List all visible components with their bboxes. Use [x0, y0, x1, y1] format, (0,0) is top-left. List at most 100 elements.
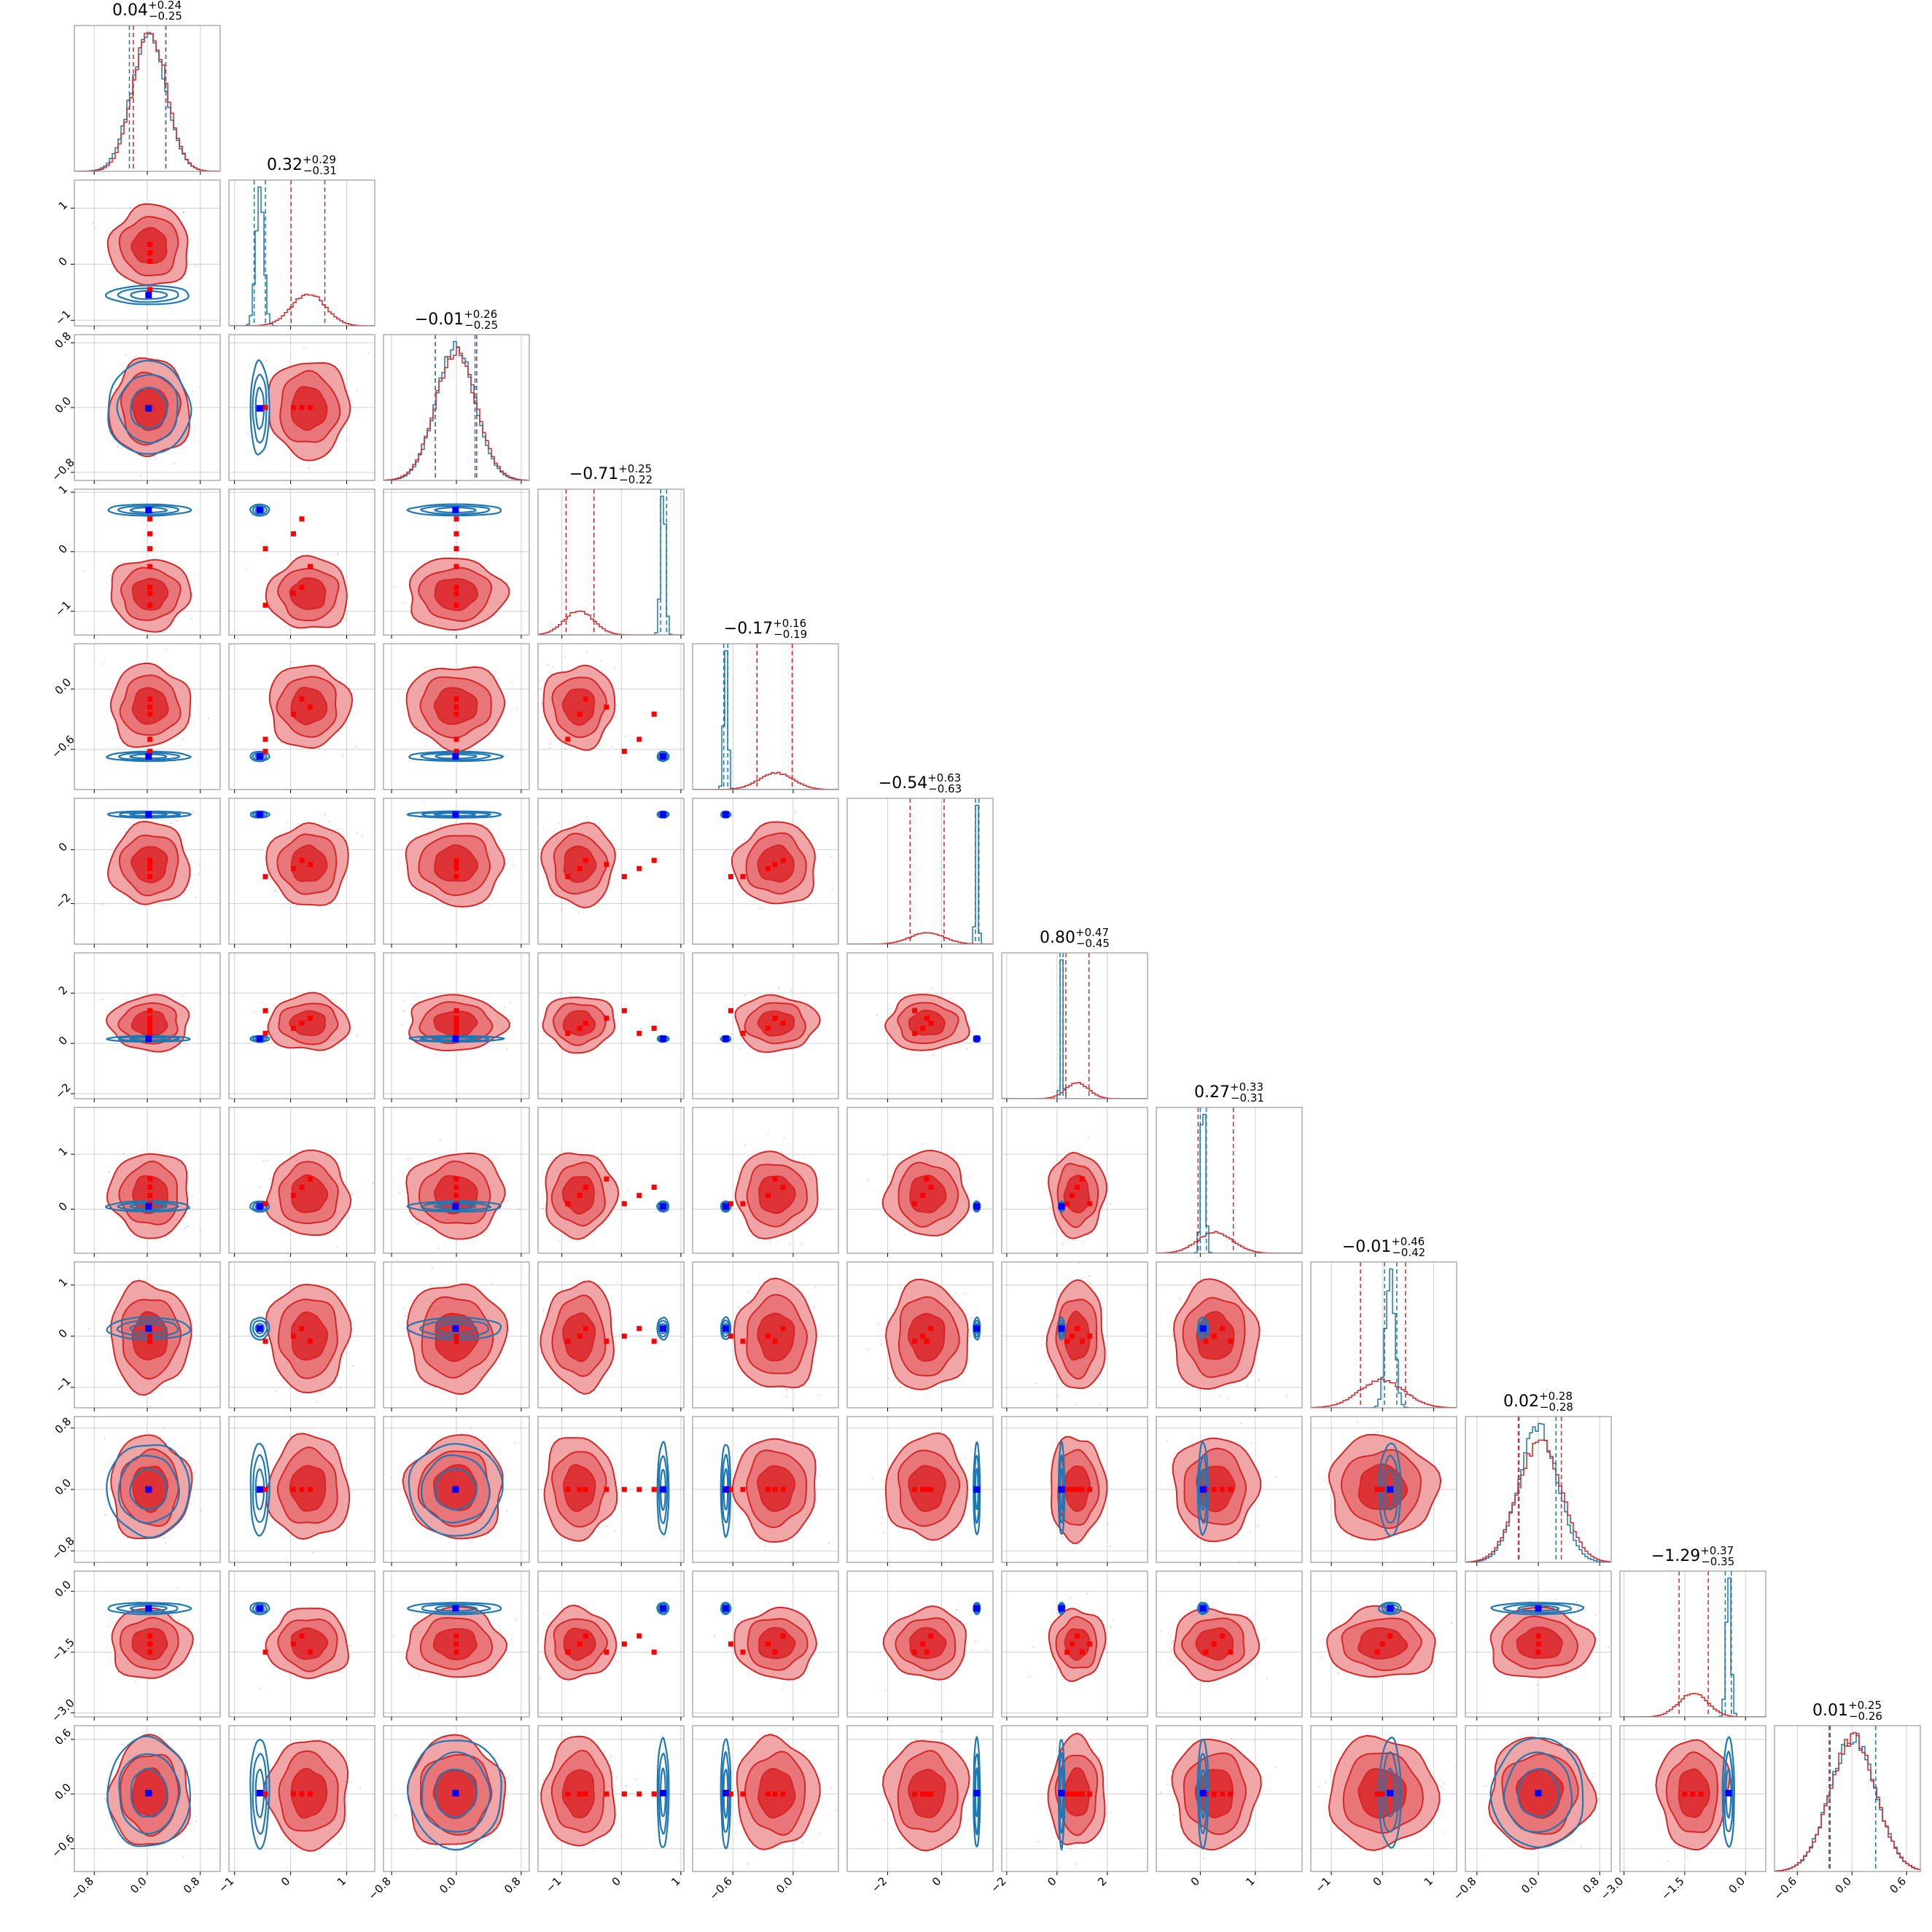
sample-point: [1215, 1608, 1218, 1610]
blue-contour: [105, 750, 192, 763]
red-marker: [147, 287, 153, 292]
x-tick-label: 0: [930, 1874, 943, 1888]
truth-marker: [1058, 1325, 1065, 1332]
pair-panel-7-2: [383, 1107, 530, 1257]
truth-marker: [722, 1486, 730, 1493]
sample-point: [342, 755, 344, 757]
red-marker: [565, 1201, 571, 1207]
red-marker: [290, 531, 296, 537]
red-marker: [1203, 1649, 1209, 1655]
sample-point: [198, 873, 200, 876]
panel-frame: [1001, 1725, 1148, 1872]
red-marker: [290, 1333, 296, 1339]
sample-point: [433, 1387, 435, 1389]
blue-contour: [658, 1753, 669, 1835]
sample-point: [901, 1847, 903, 1849]
pair-panel-4-0: −0.6 0.0: [49, 643, 221, 793]
red-marker: [1211, 1333, 1217, 1339]
red-marker: [912, 1487, 918, 1492]
title-value: 0.32: [267, 156, 303, 174]
red-marker: [740, 873, 746, 879]
sample-point: [332, 1739, 334, 1741]
red-marker: [636, 1193, 642, 1199]
red-marker: [299, 516, 305, 522]
sample-point: [1110, 1626, 1112, 1628]
sample-point: [337, 1246, 338, 1248]
red-marker: [1087, 1201, 1093, 1207]
sample-point: [871, 1477, 873, 1479]
truth-marker: [973, 1325, 981, 1332]
sample-point: [507, 1791, 509, 1793]
sample-point: [1608, 1646, 1610, 1648]
sample-point: [437, 1247, 439, 1250]
x-tick-label: 1: [1422, 1874, 1436, 1888]
truth-marker: [452, 811, 459, 818]
sample-point: [1321, 1656, 1323, 1659]
sample-point: [586, 816, 588, 818]
red-marker: [651, 1339, 657, 1344]
truth-marker: [1387, 1605, 1394, 1612]
blue-contour: [252, 1035, 268, 1043]
sample-point: [359, 1788, 362, 1790]
title-plus: +0.25: [618, 462, 652, 475]
pair-panel-6-0: −2 0 2: [52, 952, 221, 1102]
sample-point: [275, 1390, 277, 1392]
sample-point: [372, 1183, 374, 1185]
red-marker: [262, 1030, 268, 1036]
blue-contour: [254, 1323, 265, 1335]
red-marker: [621, 1487, 627, 1492]
sample-point: [134, 1680, 136, 1683]
truth-marker: [256, 1325, 263, 1332]
red-marker: [290, 1025, 296, 1031]
sample-point: [1594, 1614, 1597, 1616]
title-plus: +0.26: [464, 308, 497, 321]
sample-point: [734, 1789, 736, 1791]
pair-panel-8-0: −1 0 1: [52, 1261, 221, 1411]
sample-point: [897, 1380, 899, 1382]
blue-contour: [1197, 1602, 1210, 1616]
sample-point: [1171, 1769, 1173, 1772]
blue-contour: [721, 1603, 731, 1613]
red-marker: [453, 873, 459, 879]
red-marker: [453, 1016, 459, 1021]
red-marker: [299, 1487, 305, 1492]
red-marker: [583, 696, 588, 702]
blue-contour: [118, 1753, 181, 1835]
red-marker: [1064, 1339, 1070, 1344]
pair-panel-7-0: 01: [56, 1107, 221, 1257]
pair-panel-10-6: [1001, 1570, 1148, 1721]
sample-point: [308, 467, 310, 469]
red-marker: [651, 712, 657, 717]
truth-marker: [256, 1203, 263, 1210]
blue-contour: [254, 386, 265, 430]
blue-contour: [1382, 1602, 1400, 1613]
sample-point: [1213, 1892, 1215, 1893]
blue-contour: [406, 810, 502, 819]
blue-contour: [419, 1319, 490, 1338]
panel-frame: [228, 952, 375, 1099]
red-marker: [147, 736, 153, 742]
sample-point: [1536, 1684, 1538, 1686]
sample-point: [605, 1525, 607, 1527]
red-marker: [1074, 1325, 1080, 1331]
sample-point: [149, 1411, 151, 1412]
pair-panel-4-1: [228, 643, 375, 793]
pair-panel-5-1: [228, 798, 375, 948]
y-tick-label: 0.0: [52, 676, 74, 698]
red-marker: [1087, 1333, 1093, 1339]
sample-point: [336, 1226, 338, 1228]
sample-point: [1078, 1263, 1080, 1265]
truth-marker: [1058, 1486, 1065, 1493]
blue-contour: [1503, 1603, 1573, 1614]
truth-marker: [1725, 1790, 1732, 1796]
x-tick-label: 0: [609, 1874, 623, 1888]
title-minus: −0.42: [1392, 1246, 1425, 1259]
sample-point: [176, 820, 178, 822]
sample-point: [1451, 1622, 1453, 1624]
x-tick-label: 0.0: [1832, 1874, 1854, 1896]
red-contour: [562, 1010, 596, 1037]
sample-point: [827, 1542, 830, 1544]
sample-point: [342, 993, 343, 995]
sample-point: [1239, 1422, 1242, 1425]
sample-point: [103, 663, 105, 665]
